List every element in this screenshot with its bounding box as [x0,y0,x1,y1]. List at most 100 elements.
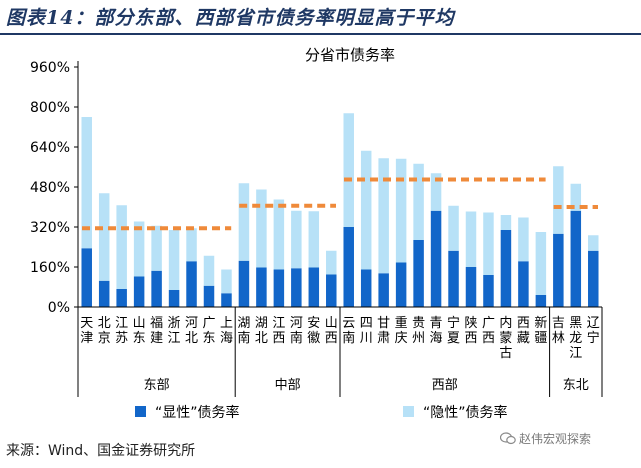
bar-hidden-11 [273,199,285,270]
bar-explicit-2 [116,289,127,307]
x-tick-label-0: 天津 [80,316,93,346]
x-tick-label-27: 吉林 [552,316,565,346]
bar-explicit-25 [518,261,529,307]
bar-hidden-6 [186,228,197,262]
x-tick-label-11: 江西 [272,316,285,346]
y-tick-label: 640% [30,140,70,156]
x-tick-label-22: 陕西 [464,316,477,346]
x-tick-label-25: 西藏 [517,316,530,346]
bar-hidden-3 [133,221,145,277]
title-rule [0,33,641,35]
bar-explicit-17 [378,273,389,307]
x-tick-label-2: 江苏 [115,316,128,346]
group-label-3: 东北 [563,378,589,393]
bar-hidden-23 [483,212,494,275]
x-tick-label-9: 湖南 [237,316,250,346]
x-tick-label-29: 辽宁 [587,316,600,346]
figure-title: 图表14：部分东部、西部省市债务率明显高于平均 [6,7,455,29]
bar-explicit-11 [273,269,285,307]
x-tick-label-1: 北京 [98,316,111,346]
bar-hidden-19 [413,163,424,240]
group-label-2: 西部 [432,378,458,393]
x-tick-label-17: 甘肃 [377,316,390,346]
bar-hidden-18 [395,158,407,263]
bar-hidden-0 [81,117,92,249]
bar-hidden-7 [203,255,215,286]
bar-explicit-19 [413,240,424,307]
x-tick-label-18: 重庆 [395,315,408,346]
bar-explicit-12 [291,268,302,307]
bar-hidden-17 [378,158,389,274]
y-tick-label: 800% [30,100,70,116]
group-label-1: 中部 [275,378,301,393]
bar-explicit-18 [395,262,407,307]
bar-explicit-15 [343,227,354,307]
x-tick-label-6: 河北 [185,316,198,346]
bar-hidden-25 [518,217,529,262]
x-tick-label-4: 福建 [150,316,163,346]
bar-explicit-9 [238,260,250,307]
x-tick-label-23: 广西 [482,316,495,346]
bar-hidden-26 [535,232,547,295]
wechat-icon [500,432,516,445]
bar-explicit-16 [360,269,372,307]
bar-explicit-20 [430,210,442,307]
bar-hidden-1 [98,193,110,281]
y-tick-label: 160% [30,260,70,276]
x-tick-label-20: 青海 [430,316,443,346]
bar-explicit-4 [151,270,162,307]
bar-hidden-14 [326,250,337,275]
legend-swatch-explicit [135,406,146,417]
legend-label-explicit: “显性”债务率 [155,404,240,421]
bar-hidden-27 [553,166,564,234]
y-tick-label: 960% [30,60,70,76]
bar-explicit-0 [81,248,92,307]
bar-hidden-9 [238,183,250,261]
bar-explicit-13 [308,267,320,307]
watermark: 赵伟宏观探索 [500,430,591,447]
x-tick-label-3: 山东 [133,316,146,346]
bar-hidden-8 [221,269,232,294]
bar-explicit-6 [186,261,197,307]
bar-hidden-20 [430,173,442,211]
x-tick-label-24: 内蒙古 [499,315,512,361]
x-tick-label-14: 山西 [325,316,338,346]
watermark-text: 赵伟宏观探索 [519,432,592,446]
bar-hidden-24 [500,215,512,230]
bar-explicit-5 [168,290,180,307]
y-tick-label: 480% [30,180,70,196]
bar-hidden-16 [360,150,372,270]
bar-explicit-1 [98,280,110,307]
x-tick-label-5: 浙江 [168,316,181,346]
x-tick-label-12: 河南 [290,316,303,346]
bar-hidden-2 [116,205,127,289]
x-tick-label-10: 湖北 [255,316,268,346]
bar-hidden-13 [308,211,320,268]
legend-label-hidden: “隐性”债务率 [423,404,508,421]
bar-hidden-28 [570,183,582,211]
x-tick-label-19: 贵州 [412,316,425,346]
bar-explicit-3 [133,276,145,307]
bar-hidden-29 [588,235,599,251]
bar-explicit-28 [570,210,582,307]
bar-hidden-4 [151,225,162,271]
bar-explicit-29 [588,250,599,307]
x-tick-label-7: 广东 [202,316,215,346]
bar-explicit-26 [535,295,547,307]
legend-swatch-hidden [403,406,414,417]
bar-explicit-24 [500,230,512,307]
bar-explicit-7 [203,285,215,307]
source-note: 来源：Wind、国金证券研究所 [6,443,196,459]
x-tick-label-8: 上海 [220,316,233,346]
bar-explicit-14 [326,274,337,307]
bar-explicit-10 [256,267,267,307]
bar-hidden-21 [448,205,459,251]
x-tick-label-21: 宁夏 [447,315,460,346]
bar-explicit-21 [448,250,459,307]
bar-hidden-5 [168,230,180,290]
chart-title: 分省市债务率 [305,46,395,64]
bar-explicit-22 [465,267,477,307]
x-tick-label-26: 新疆 [534,315,547,346]
group-label-0: 东部 [144,378,170,393]
